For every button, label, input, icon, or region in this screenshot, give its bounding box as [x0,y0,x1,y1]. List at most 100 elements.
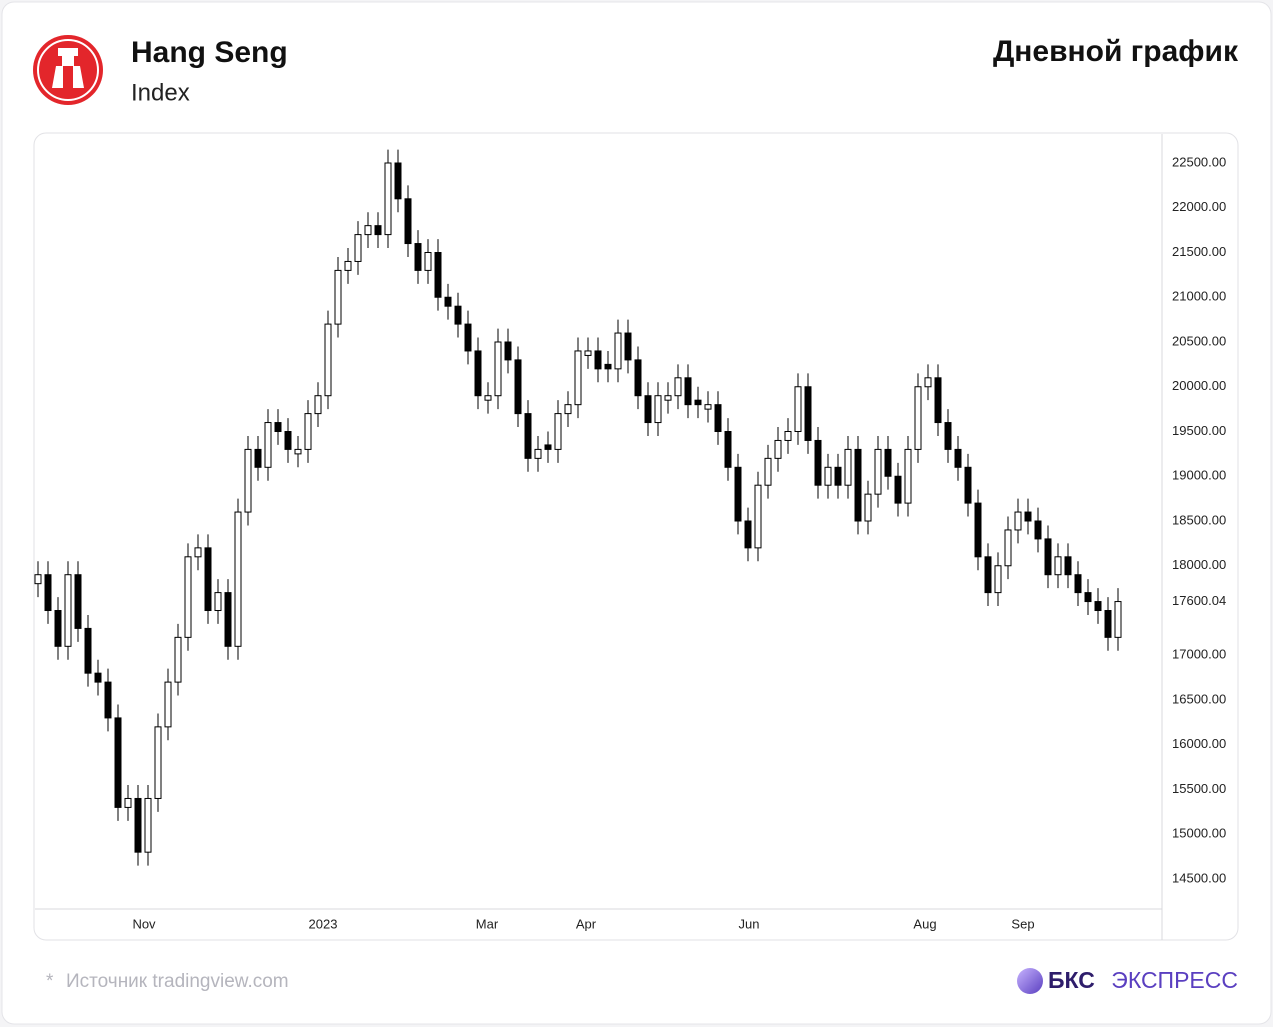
candle-body [714,404,722,433]
candle-body [464,323,472,352]
subtitle: Index [131,79,190,106]
candle-body [314,395,322,415]
candle-body [284,431,292,450]
y-tick-label: 19500.00 [1172,423,1226,438]
candle-body [274,422,282,433]
candle-body [1064,556,1072,576]
candle-body [94,672,102,683]
brand: БКС [1048,967,1095,993]
candle-body [684,377,692,406]
candle-body [764,457,772,486]
candle-body [214,592,222,612]
candle-body [794,386,802,433]
candle-body [784,431,792,441]
candle-body [674,377,682,397]
x-tick-label: Jun [739,916,760,931]
candle-body [984,556,992,594]
candle-body [624,332,632,361]
candle-body [534,448,542,459]
candle-body [234,511,242,647]
candle-body [404,198,412,245]
candle-body [114,717,122,808]
title: Hang Seng [131,36,288,69]
candle-body [1084,592,1092,603]
y-tick-label: 22500.00 [1172,154,1226,169]
candle-body [654,395,662,424]
logo [33,35,103,105]
y-tick-label: 18000.00 [1172,557,1226,572]
x-tick-label: 2023 [309,916,338,931]
y-tick-label: 21000.00 [1172,289,1226,304]
candle-body [414,243,422,271]
candle-body [694,399,702,406]
candle-body [874,448,882,495]
y-tick-label: 16500.00 [1172,691,1226,706]
candle-body [824,466,832,486]
candle-body [454,305,462,325]
candle-body [1114,601,1122,638]
y-tick-label: 14500.00 [1172,870,1226,885]
candle-body [544,444,552,450]
candle-body [224,592,232,647]
candle-body [934,377,942,424]
candle-body [1054,556,1062,576]
candle-body [774,439,782,459]
candle-body [474,350,482,397]
footnote-mark: * [46,971,54,992]
candle-body [264,422,272,468]
candle-body [514,359,522,415]
candle-body [944,422,952,450]
candle-body [294,448,302,455]
candle-body [854,448,862,522]
candle-body [54,610,62,647]
candle-body [884,448,892,477]
candle-body [834,466,842,486]
y-tick-label: 20500.00 [1172,333,1226,348]
candle-body [484,395,492,401]
candle-body [304,413,312,450]
candle-body [44,574,52,612]
candle-body [914,386,922,450]
candle-body [184,556,192,638]
candle-body [84,627,92,674]
candle-body [64,574,72,647]
candle-body [754,484,762,549]
candle-body [1034,520,1042,540]
candle-body [614,332,622,370]
y-tick-label: 19000.00 [1172,468,1226,483]
x-tick-label: Sep [1011,916,1034,931]
x-tick-label: Nov [132,916,156,931]
candle-body [1074,574,1082,594]
candle-body [104,681,112,719]
candle-body [994,565,1002,594]
candle-body [1104,610,1112,638]
candle-body [444,296,452,307]
y-tick-label: 17600.04 [1172,593,1226,608]
candle-body [124,797,132,808]
candle-body [1044,538,1052,576]
candle-body [194,547,202,558]
candle-body [814,439,822,486]
candle-body [74,574,82,629]
y-tick-label: 15000.00 [1172,826,1226,841]
x-tick-label: Mar [476,916,499,931]
candle-body [744,520,752,549]
candle-body [144,797,152,853]
y-tick-label: 15500.00 [1172,781,1226,796]
candle-body [364,225,372,236]
candle-body [174,636,182,683]
candle-body [394,162,402,200]
candle-body [924,377,932,388]
candle-body [34,574,42,585]
chart-label: Дневной график [993,35,1239,68]
candle-body [964,466,972,504]
x-tick-label: Aug [913,916,936,931]
candle-body [254,448,262,468]
candle-body [904,448,912,504]
brand-suffix: ЭКСПРЕСС [1111,967,1238,993]
candle-body [724,431,732,468]
y-tick-label: 22000.00 [1172,199,1226,214]
candle-body [164,681,172,728]
